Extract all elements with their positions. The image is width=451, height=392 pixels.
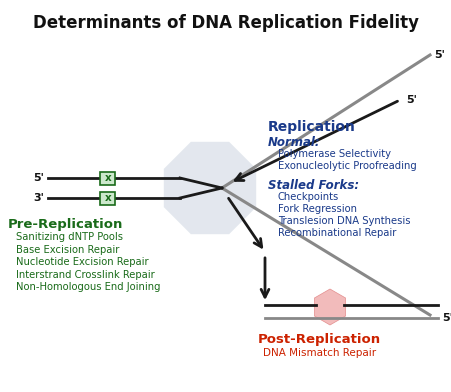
Text: Stalled Forks:: Stalled Forks: xyxy=(267,179,359,192)
Text: 5': 5' xyxy=(433,50,444,60)
Text: Translesion DNA Synthesis: Translesion DNA Synthesis xyxy=(277,216,410,226)
Text: Interstrand Crosslink Repair: Interstrand Crosslink Repair xyxy=(16,270,154,279)
Text: Determinants of DNA Replication Fidelity: Determinants of DNA Replication Fidelity xyxy=(33,14,418,32)
Text: Non-Homologous End Joining: Non-Homologous End Joining xyxy=(16,282,160,292)
Text: 3': 3' xyxy=(33,193,44,203)
Text: Post-Replication: Post-Replication xyxy=(258,333,380,346)
Text: 5': 5' xyxy=(441,313,451,323)
Text: DNA Mismatch Repair: DNA Mismatch Repair xyxy=(262,348,375,358)
Text: Fork Regression: Fork Regression xyxy=(277,204,356,214)
Text: x: x xyxy=(104,193,111,203)
Text: 5': 5' xyxy=(405,95,416,105)
Text: Replication: Replication xyxy=(267,120,355,134)
FancyBboxPatch shape xyxy=(100,192,115,205)
Text: Recombinational Repair: Recombinational Repair xyxy=(277,228,396,238)
Polygon shape xyxy=(163,142,256,234)
Text: Polymerase Selectivity: Polymerase Selectivity xyxy=(277,149,390,159)
Text: 5': 5' xyxy=(33,173,44,183)
FancyBboxPatch shape xyxy=(100,172,115,185)
Text: Base Excision Repair: Base Excision Repair xyxy=(16,245,119,254)
Polygon shape xyxy=(314,289,345,325)
Text: Nucleotide Excision Repair: Nucleotide Excision Repair xyxy=(16,257,148,267)
Text: Exonucleolytic Proofreading: Exonucleolytic Proofreading xyxy=(277,161,416,171)
Text: Sanitizing dNTP Pools: Sanitizing dNTP Pools xyxy=(16,232,123,242)
Text: Checkpoints: Checkpoints xyxy=(277,192,339,202)
Text: Pre-Replication: Pre-Replication xyxy=(8,218,123,231)
Text: x: x xyxy=(104,173,111,183)
Text: Normal:: Normal: xyxy=(267,136,320,149)
